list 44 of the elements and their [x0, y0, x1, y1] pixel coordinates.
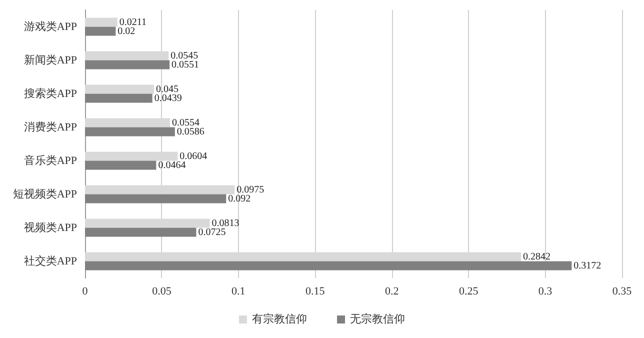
bar	[85, 160, 156, 170]
data-label: 0.2842	[523, 251, 551, 262]
bar	[85, 26, 116, 36]
y-tick-label: 游戏类APP	[24, 20, 77, 33]
data-label: 0.0551	[172, 59, 200, 70]
data-label: 0.0439	[154, 92, 182, 104]
data-label: 0.0586	[176, 126, 204, 138]
x-tick-label: 0.3	[538, 286, 553, 298]
x-tick-label: 0.05	[152, 286, 172, 298]
bar	[85, 18, 118, 27]
bar	[85, 84, 154, 94]
x-tick-label: 0	[82, 286, 88, 298]
bar	[85, 194, 226, 204]
bar	[85, 261, 572, 270]
bar	[85, 60, 170, 70]
data-label: 0.0725	[198, 226, 226, 238]
x-tick-label: 0.15	[306, 286, 326, 298]
y-tick-label: 视频类APP	[24, 220, 77, 234]
y-tick-label: 消费类APP	[24, 120, 77, 134]
data-label: 0.0975	[236, 184, 264, 196]
bar	[85, 94, 152, 103]
legend-label: 有宗教信仰	[252, 312, 307, 326]
data-label: 0.092	[228, 193, 251, 204]
bar	[85, 228, 196, 237]
data-label: 0.0211	[119, 16, 147, 28]
data-label: 0.3172	[574, 260, 602, 272]
x-tick-label: 0.35	[612, 286, 632, 298]
data-label: 0.0604	[180, 150, 208, 162]
bar	[85, 127, 175, 136]
x-tick-label: 0.2	[384, 286, 399, 298]
data-label: 0.0813	[212, 218, 240, 229]
data-label: 0.045	[156, 84, 179, 95]
y-tick-label: 短视频类APP	[12, 187, 77, 200]
y-tick-label: 搜索类APP	[24, 86, 77, 100]
y-tick-label: 音乐类APP	[24, 154, 77, 167]
y-tick-label: 新闻类APP	[24, 53, 77, 66]
x-tick-label: 0.25	[458, 286, 479, 298]
x-tick-label: 0.1	[232, 286, 246, 298]
legend-label: 无宗教信仰	[350, 312, 405, 326]
data-label: 0.0545	[170, 50, 198, 62]
y-tick-label: 社交类APP	[24, 254, 77, 268]
data-label: 0.0464	[158, 160, 186, 171]
data-label: 0.0554	[172, 117, 200, 128]
data-label: 0.02	[118, 26, 136, 37]
